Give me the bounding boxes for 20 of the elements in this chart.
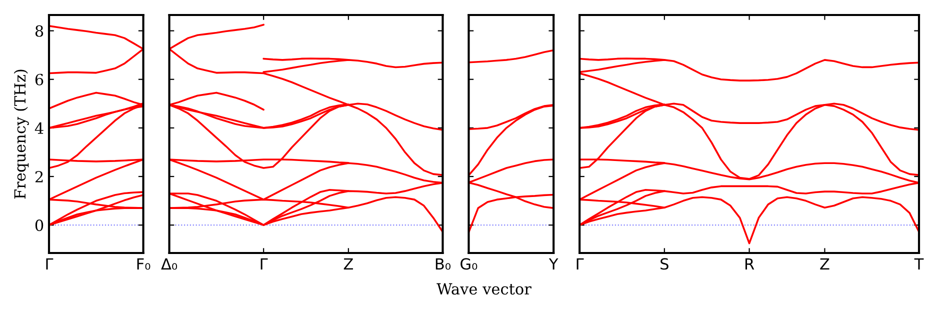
y-axis-title: Frequency (THz) xyxy=(14,70,29,199)
x-axis-title: Wave vector xyxy=(436,283,532,295)
y-tick-label: 6 xyxy=(35,74,44,86)
x-tick-label: Γ xyxy=(260,258,268,270)
x-tick-label: Y xyxy=(548,258,558,270)
x-tick-label: T xyxy=(914,258,924,270)
y-tick-label: 0 xyxy=(35,220,44,232)
y-tick-label: 8 xyxy=(35,25,44,37)
x-tick-label: Z xyxy=(820,258,830,270)
x-tick-label: Γ xyxy=(576,258,584,270)
x-tick-label: B₀ xyxy=(436,258,450,270)
x-tick-label: Δ₀ xyxy=(161,258,178,270)
x-tick-label: F₀ xyxy=(137,258,150,270)
x-tick-label: Z xyxy=(344,258,353,270)
x-tick-label: S xyxy=(660,258,668,270)
y-tick-label: 2 xyxy=(35,170,43,182)
y-tick-label: 4 xyxy=(34,122,44,134)
x-tick-label: Γ xyxy=(46,258,54,270)
x-tick-label: G₀ xyxy=(460,258,478,270)
x-tick-label: R xyxy=(745,258,754,270)
